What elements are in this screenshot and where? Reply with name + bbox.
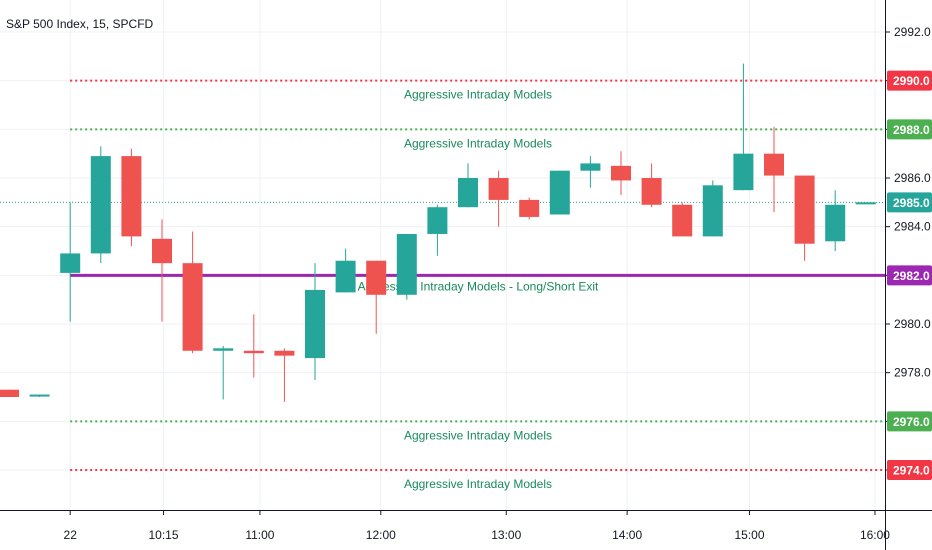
candle-body: [458, 178, 478, 208]
level-price-tag: [887, 411, 932, 432]
level-price-tag: [887, 70, 932, 91]
level-label: Aggressive Intraday Models: [404, 136, 552, 150]
y-tick-label: 2984.0: [894, 220, 931, 234]
level-price-tag-label: 2990.0: [893, 74, 930, 88]
candle-body: [611, 165, 631, 181]
candle-body: [519, 199, 540, 217]
current-price-tag-label: 2985.0: [893, 196, 930, 210]
x-tick-label: 11:00: [245, 528, 274, 542]
candle: [641, 163, 662, 208]
chart-title: S&P 500 Index, 15, SPCFD: [6, 17, 154, 31]
candle: [243, 314, 264, 378]
candle-body: [672, 204, 693, 237]
candle: [152, 219, 172, 322]
candle: [335, 248, 356, 293]
x-tick-label: 13:00: [491, 528, 521, 542]
candle: [672, 202, 693, 237]
candle-body: [733, 153, 754, 191]
y-tick-label: 2986.0: [894, 171, 931, 185]
candle-body: [29, 394, 50, 397]
candle-body: [702, 185, 723, 237]
time-axis: [0, 510, 932, 550]
level-lines: Aggressive Intraday Models Aggressive Int…: [0, 79, 885, 491]
level-price-tag-label: 2976.0: [893, 415, 930, 429]
candle-body: [641, 178, 662, 205]
candle-body: [243, 350, 264, 354]
candle-body: [488, 178, 509, 200]
candle-body: [396, 233, 417, 295]
level-price-tag: [887, 119, 932, 140]
x-tick-label: 14:00: [612, 528, 642, 542]
candle-body: [213, 348, 234, 351]
x-tick-label: 22: [64, 528, 78, 542]
level-label: Aggressive Intraday Models: [404, 428, 552, 442]
candle: [213, 345, 234, 400]
level-price-tag-label: 2974.0: [893, 464, 930, 478]
candle: [549, 170, 570, 215]
candle-body: [274, 350, 295, 356]
candle-body: [366, 260, 387, 295]
candle: [519, 197, 540, 220]
candle-body: [549, 170, 570, 215]
candle-body: [855, 202, 876, 205]
candle-body: [90, 156, 111, 254]
candle: [305, 263, 325, 380]
x-tick-label: 15:00: [735, 528, 765, 542]
candle: [702, 180, 723, 237]
candle-body: [825, 204, 846, 242]
candle: [825, 190, 846, 251]
x-tick-label: 16:00: [860, 528, 890, 542]
level-price-tag-label: 2982.0: [893, 269, 930, 283]
candle: [60, 202, 81, 322]
candle: [580, 156, 601, 188]
candle: [611, 151, 631, 196]
y-tick-label: 2980.0: [894, 317, 931, 331]
level-label: Aggressive Intraday Models - Long/Short …: [358, 279, 599, 293]
candle: [121, 148, 142, 247]
candle-body: [335, 260, 356, 293]
level-price-tag-label: 2988.0: [893, 123, 930, 137]
candle-body: [0, 389, 19, 397]
candle-body: [182, 263, 203, 351]
candle: [488, 170, 509, 227]
y-tick-label: 2992.0: [894, 25, 931, 39]
candle: [396, 233, 417, 300]
candle: [29, 394, 50, 397]
candle-body: [121, 156, 142, 237]
level-label: Aggressive Intraday Models: [404, 477, 552, 491]
level-price-tag: [887, 265, 932, 286]
current-price-tag: [887, 192, 932, 213]
x-tick-label: 10:15: [149, 528, 179, 542]
candle-body: [60, 253, 81, 273]
level-price-tag: [887, 460, 932, 480]
candle-body: [152, 238, 172, 264]
candle: [274, 348, 295, 402]
candle: [0, 389, 19, 397]
candle: [794, 175, 815, 261]
candle-body: [764, 153, 784, 176]
candles: [0, 63, 876, 402]
y-tick-label: 2978.0: [894, 366, 931, 380]
candle: [733, 63, 754, 191]
candle: [182, 231, 203, 354]
candle-body: [427, 207, 448, 234]
x-tick-label: 12:00: [366, 528, 396, 542]
level-label: Aggressive Intraday Models: [404, 88, 552, 102]
candle-body: [580, 163, 601, 171]
candle: [90, 146, 111, 264]
candle-body: [794, 175, 815, 244]
candle-body: [305, 289, 325, 359]
candle: [764, 126, 784, 213]
candle: [855, 202, 876, 205]
candle: [427, 204, 448, 256]
candle: [458, 163, 478, 208]
candle: [366, 260, 387, 334]
